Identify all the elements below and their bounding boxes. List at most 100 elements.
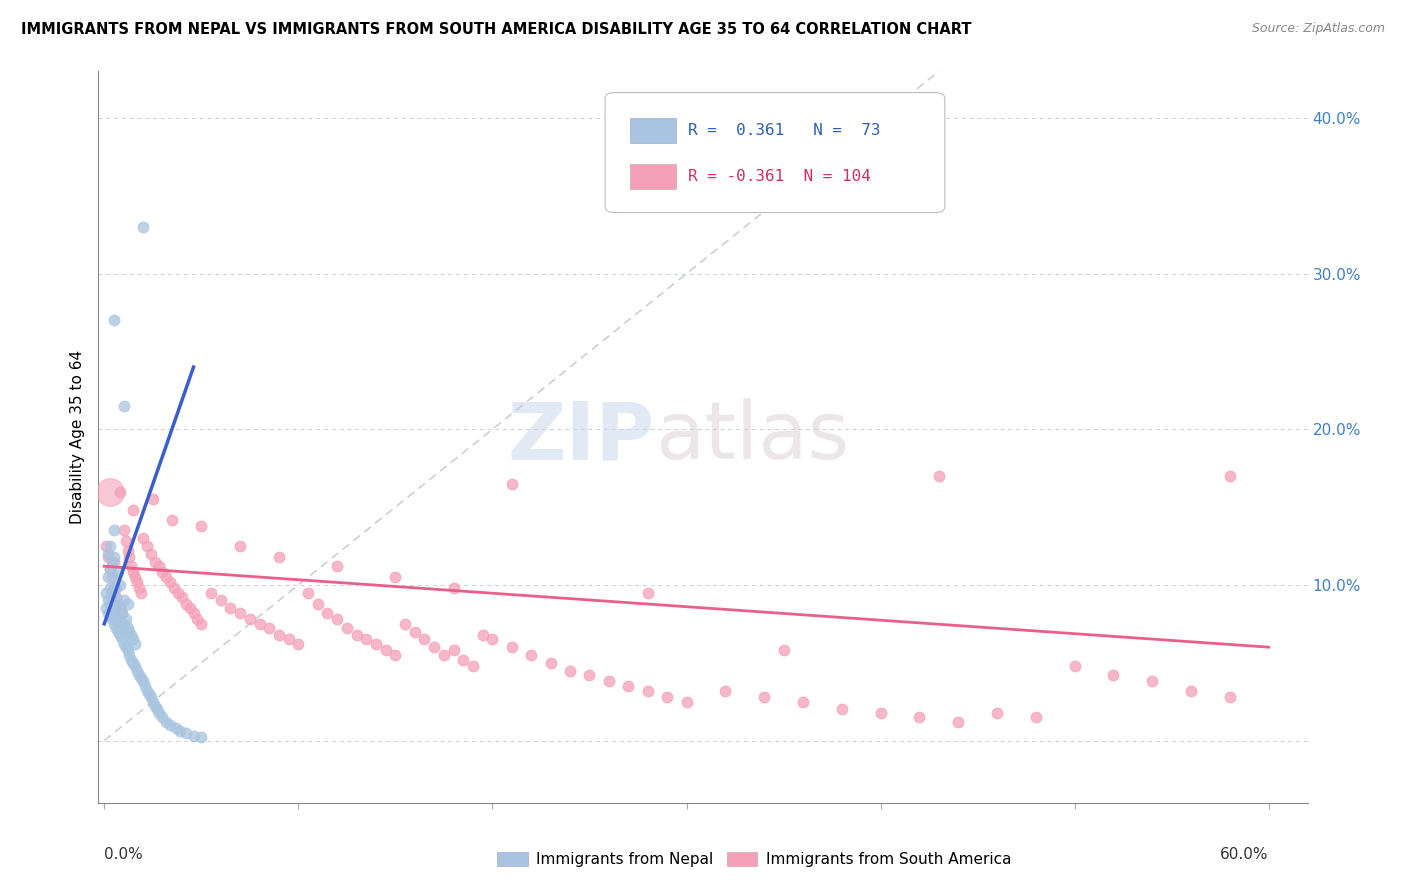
Point [174, 597, 197, 611]
Point [384, 648, 406, 662]
Point [394, 616, 416, 631]
Point [129, 585, 152, 599]
Point [520, 648, 543, 662]
Point [307, 597, 329, 611]
Point [267, 628, 290, 642]
Point [107, 597, 129, 611]
Point [122, 503, 145, 517]
Point [103, 313, 125, 327]
Point [136, 683, 159, 698]
Point [98, 562, 121, 576]
Point [108, 484, 131, 499]
Point [471, 628, 494, 642]
Point [112, 616, 135, 631]
Point [752, 690, 775, 704]
Point [128, 668, 150, 682]
Point [346, 628, 368, 642]
Text: R = -0.361  N = 104: R = -0.361 N = 104 [689, 169, 872, 184]
Point [101, 585, 124, 599]
Point [167, 585, 190, 599]
Point [183, 729, 205, 743]
Point [986, 706, 1008, 720]
Point [112, 524, 135, 538]
Point [159, 718, 181, 732]
Point [364, 637, 387, 651]
Point [165, 721, 187, 735]
Point [138, 687, 160, 701]
Point [107, 597, 129, 611]
Point [792, 695, 814, 709]
Point [120, 628, 142, 642]
Text: IMMIGRANTS FROM NEPAL VS IMMIGRANTS FROM SOUTH AMERICA DISABILITY AGE 35 TO 64 C: IMMIGRANTS FROM NEPAL VS IMMIGRANTS FROM… [21, 22, 972, 37]
Point [112, 399, 135, 413]
Point [101, 612, 124, 626]
Point [558, 664, 581, 678]
Point [97, 570, 120, 584]
Point [120, 559, 142, 574]
Point [316, 606, 339, 620]
Bar [630, 118, 676, 143]
Point [336, 622, 359, 636]
Point [108, 615, 131, 630]
Point [98, 484, 121, 499]
Point [578, 668, 600, 682]
Point [108, 628, 131, 642]
Point [103, 616, 125, 631]
Point [617, 679, 640, 693]
Point [1142, 674, 1164, 689]
Point [174, 725, 197, 739]
Bar [630, 164, 676, 189]
Text: atlas: atlas [655, 398, 849, 476]
Point [98, 609, 121, 624]
Point [869, 706, 891, 720]
Point [132, 219, 155, 234]
Point [120, 652, 142, 666]
Point [443, 643, 465, 657]
Point [190, 518, 212, 533]
Point [637, 585, 659, 599]
Point [96, 601, 118, 615]
Point [326, 612, 349, 626]
Point [540, 656, 562, 670]
Point [117, 622, 139, 636]
Point [107, 566, 129, 580]
Point [714, 683, 737, 698]
Text: R =  0.361   N =  73: R = 0.361 N = 73 [689, 123, 882, 138]
Point [287, 637, 309, 651]
Point [155, 570, 177, 584]
Point [148, 706, 170, 720]
Point [127, 664, 149, 678]
Point [453, 652, 475, 666]
Text: 0.0%: 0.0% [104, 847, 143, 862]
Point [267, 549, 290, 564]
Point [139, 690, 162, 704]
Point [139, 547, 162, 561]
Point [103, 581, 125, 595]
Point [831, 702, 853, 716]
Point [908, 710, 931, 724]
Point [134, 679, 156, 693]
Point [96, 539, 118, 553]
Point [98, 562, 121, 576]
Point [108, 601, 131, 615]
Point [98, 597, 121, 611]
Text: 60.0%: 60.0% [1220, 847, 1268, 862]
Point [124, 570, 146, 584]
Point [169, 724, 191, 739]
Point [124, 658, 146, 673]
Point [249, 616, 271, 631]
Point [384, 570, 406, 584]
Point [96, 585, 118, 599]
Point [183, 606, 205, 620]
Point [675, 695, 697, 709]
Point [443, 581, 465, 595]
Point [112, 637, 135, 651]
Point [155, 714, 177, 729]
Point [103, 570, 125, 584]
Point [118, 648, 141, 662]
Point [104, 609, 127, 624]
Point [297, 585, 319, 599]
Point [103, 555, 125, 569]
Point [97, 606, 120, 620]
Point [122, 632, 145, 647]
